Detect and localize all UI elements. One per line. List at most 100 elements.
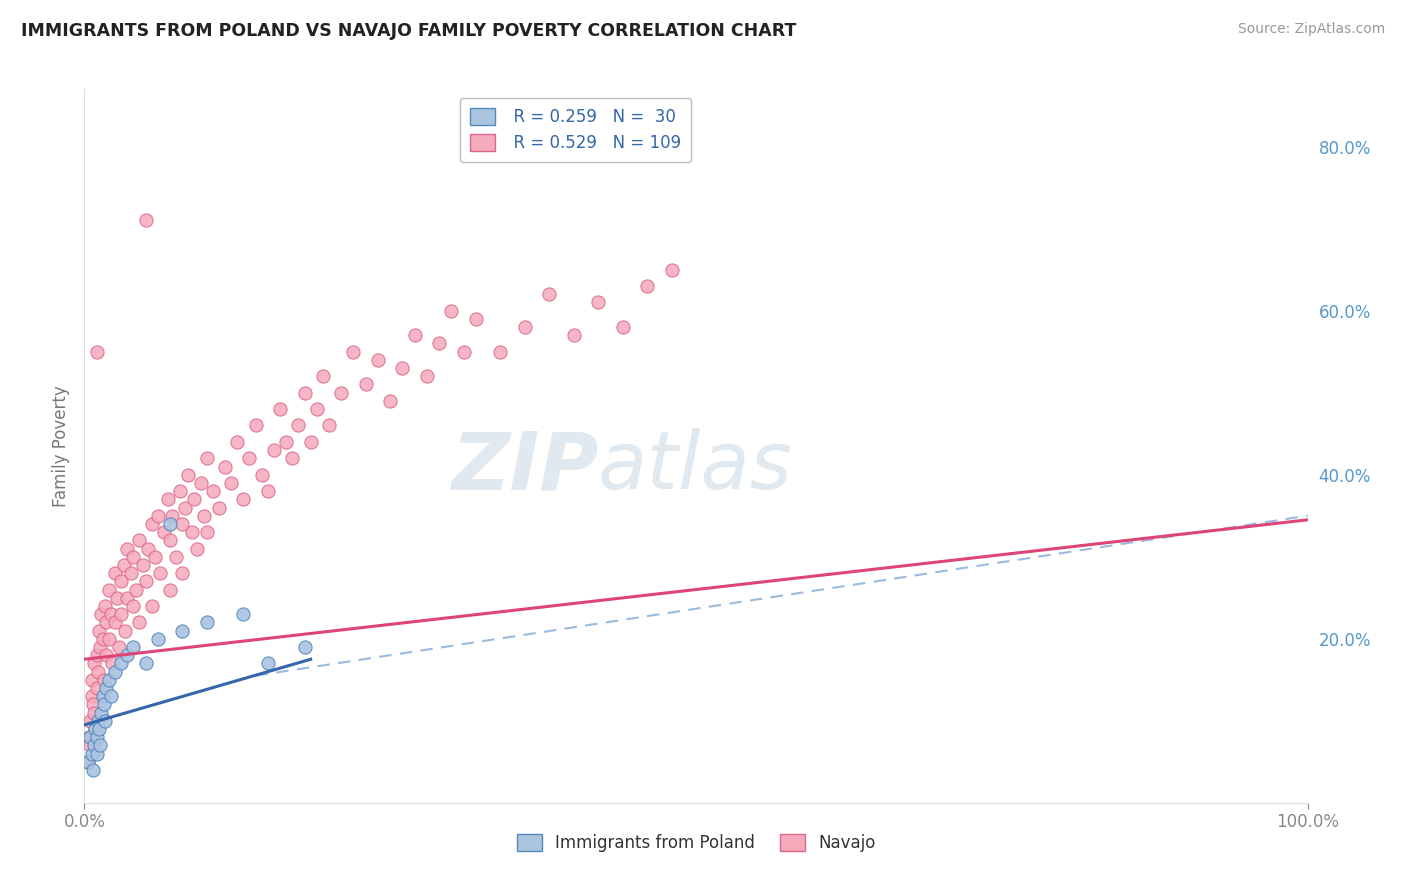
Point	[294, 640, 316, 654]
Point	[232, 492, 254, 507]
Point	[86, 681, 108, 695]
Point	[172, 516, 194, 531]
Point	[269, 402, 291, 417]
Point	[94, 714, 117, 728]
Point	[181, 525, 204, 540]
Legend: Immigrants from Poland, Navajo: Immigrants from Poland, Navajo	[510, 827, 882, 859]
Point	[114, 624, 136, 638]
Point	[172, 624, 194, 638]
Point	[79, 730, 101, 744]
Point	[146, 632, 169, 646]
Point	[219, 475, 242, 490]
Point	[294, 385, 316, 400]
Point	[132, 558, 155, 572]
Point	[87, 624, 110, 638]
Point	[186, 541, 208, 556]
Point	[172, 566, 194, 581]
Point	[91, 632, 114, 646]
Point	[97, 582, 120, 597]
Point	[87, 722, 110, 736]
Point	[257, 484, 280, 499]
Point	[367, 352, 389, 367]
Point	[612, 320, 634, 334]
Point	[83, 706, 105, 720]
Point	[101, 657, 124, 671]
Text: IMMIGRANTS FROM POLAND VS NAVAJO FAMILY POVERTY CORRELATION CHART: IMMIGRANTS FROM POLAND VS NAVAJO FAMILY …	[21, 22, 796, 40]
Point	[89, 739, 111, 753]
Point	[159, 533, 181, 548]
Point	[354, 377, 377, 392]
Point	[80, 747, 103, 761]
Point	[115, 591, 138, 605]
Point	[538, 287, 561, 301]
Point	[82, 763, 104, 777]
Point	[195, 451, 218, 466]
Point	[453, 344, 475, 359]
Point	[404, 328, 426, 343]
Point	[89, 640, 111, 654]
Point	[238, 451, 260, 466]
Point	[250, 467, 273, 482]
Point	[80, 673, 103, 687]
Point	[86, 730, 108, 744]
Point	[86, 747, 108, 761]
Point	[201, 484, 224, 499]
Text: ZIP: ZIP	[451, 428, 598, 507]
Point	[100, 689, 122, 703]
Point	[135, 213, 157, 227]
Point	[105, 591, 128, 605]
Point	[169, 484, 191, 499]
Point	[87, 665, 110, 679]
Point	[84, 722, 107, 736]
Point	[232, 607, 254, 622]
Point	[159, 516, 181, 531]
Point	[96, 648, 118, 662]
Point	[263, 443, 285, 458]
Point	[79, 739, 101, 753]
Point	[195, 615, 218, 630]
Point	[141, 599, 163, 613]
Point	[86, 344, 108, 359]
Point	[226, 434, 249, 449]
Point	[97, 632, 120, 646]
Point	[208, 500, 231, 515]
Point	[391, 361, 413, 376]
Point	[146, 508, 169, 523]
Point	[305, 402, 328, 417]
Point	[416, 369, 439, 384]
Point	[122, 599, 145, 613]
Point	[93, 698, 115, 712]
Point	[661, 262, 683, 277]
Point	[173, 500, 195, 515]
Point	[104, 566, 127, 581]
Point	[107, 640, 129, 654]
Point	[96, 615, 118, 630]
Point	[380, 393, 402, 408]
Point	[82, 698, 104, 712]
Text: Source: ZipAtlas.com: Source: ZipAtlas.com	[1237, 22, 1385, 37]
Point	[87, 714, 110, 728]
Point	[195, 525, 218, 540]
Point	[77, 755, 100, 769]
Point	[83, 739, 105, 753]
Point	[120, 566, 142, 581]
Point	[115, 541, 138, 556]
Text: atlas: atlas	[598, 428, 793, 507]
Point	[342, 344, 364, 359]
Point	[79, 714, 101, 728]
Point	[312, 369, 335, 384]
Point	[91, 689, 114, 703]
Point	[112, 558, 135, 572]
Point	[90, 706, 112, 720]
Point	[177, 467, 200, 482]
Point	[190, 475, 212, 490]
Point	[330, 385, 353, 400]
Point	[77, 730, 100, 744]
Point	[281, 451, 304, 466]
Point	[96, 681, 118, 695]
Point	[94, 599, 117, 613]
Point	[149, 566, 172, 581]
Point	[427, 336, 450, 351]
Point	[276, 434, 298, 449]
Point	[80, 689, 103, 703]
